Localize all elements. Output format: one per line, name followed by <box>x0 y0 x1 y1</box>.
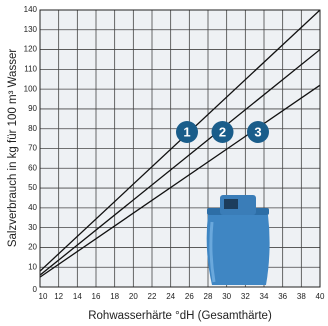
plot-border <box>39 9 321 288</box>
product-image <box>206 195 270 285</box>
y-tick-label: 20 <box>28 243 37 252</box>
series-labels: 1 2 3 <box>176 121 269 143</box>
y-tick-label: 130 <box>24 25 38 34</box>
x-tick-label: 16 <box>92 292 101 301</box>
x-tick-label: 10 <box>39 292 48 301</box>
series-name: 3 <box>254 124 261 139</box>
y-tick-label: 110 <box>24 64 37 73</box>
series-marker <box>247 121 269 143</box>
x-axis-title: Rohwasserhärte °dH (Gesamthärte) <box>88 310 272 322</box>
series-marker <box>211 121 234 143</box>
series-name: 1 <box>183 124 190 139</box>
product-highlight <box>209 221 216 283</box>
y-tick-label: 50 <box>28 183 37 192</box>
series-line <box>40 10 320 272</box>
series-line <box>40 49 320 276</box>
x-tick-label: 20 <box>129 292 138 301</box>
y-tick-label: 10 <box>28 262 37 271</box>
y-tick-label: 70 <box>28 144 37 153</box>
x-tick-label: 32 <box>241 292 250 301</box>
y-tick-label: 120 <box>24 45 38 54</box>
product-display <box>224 199 238 209</box>
y-tick-label: 100 <box>24 84 38 93</box>
series-marker <box>176 121 198 143</box>
x-tick-label: 22 <box>148 292 157 301</box>
x-tick-label: 24 <box>166 292 175 301</box>
series-line <box>40 84 320 278</box>
x-tick-label: 28 <box>204 292 213 301</box>
y-tick-label: 90 <box>28 104 37 113</box>
x-tick-label: 34 <box>260 292 269 301</box>
x-tick-label: 18 <box>110 292 119 301</box>
y-tick-label: 0 <box>33 285 38 294</box>
y-tick-label: 140 <box>24 5 38 14</box>
x-tick-label: 26 <box>185 292 194 301</box>
x-tick-label: 30 <box>222 292 231 301</box>
y-tick-label: 40 <box>28 203 37 212</box>
x-tick-label: 38 <box>297 292 306 301</box>
x-tick-label: 36 <box>278 292 287 301</box>
x-tick-label: 14 <box>73 292 82 301</box>
x-tick-label: 40 <box>316 292 325 301</box>
y-tick-label: 80 <box>28 124 37 133</box>
x-tick-label: 12 <box>54 292 63 301</box>
y-tick-label: 60 <box>28 163 37 172</box>
product-body <box>206 215 270 285</box>
y-axis-title: Salzverbrauch in kg für 100 m³ Wasser <box>7 49 19 248</box>
y-tick-label: 30 <box>28 223 37 232</box>
series-name: 2 <box>219 124 226 139</box>
lines <box>40 10 320 278</box>
